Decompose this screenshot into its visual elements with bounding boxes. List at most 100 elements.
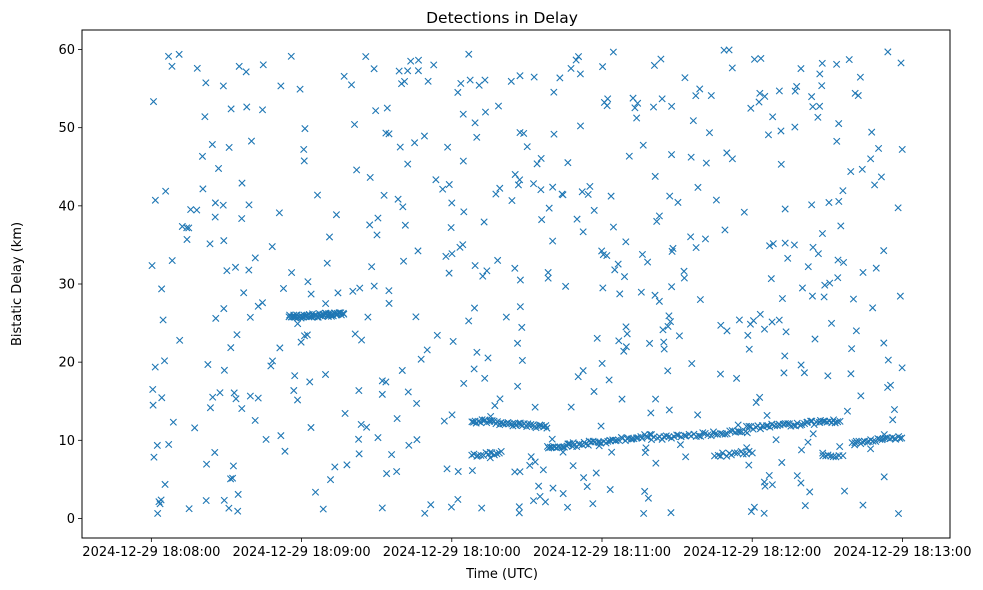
- data-point: [747, 104, 755, 112]
- data-point: [572, 56, 580, 64]
- data-point: [576, 70, 584, 78]
- data-point: [750, 55, 759, 63]
- data-point: [564, 159, 572, 167]
- data-point: [793, 82, 801, 91]
- y-tick-label: 50: [58, 121, 75, 136]
- data-point: [589, 500, 597, 508]
- data-point: [473, 133, 481, 141]
- data-point: [769, 240, 777, 248]
- data-point: [356, 284, 364, 292]
- data-point: [834, 274, 842, 282]
- data-point: [245, 201, 253, 209]
- data-point: [531, 403, 539, 411]
- data-point: [868, 128, 876, 136]
- data-point: [717, 321, 725, 329]
- data-point: [843, 407, 852, 415]
- data-point: [597, 422, 605, 430]
- y-tick-label: 10: [58, 434, 75, 449]
- data-point: [707, 432, 715, 440]
- data-points: [148, 46, 906, 518]
- data-point: [564, 440, 572, 448]
- data-point: [538, 216, 546, 224]
- data-point: [798, 284, 807, 292]
- data-point: [151, 196, 159, 204]
- data-point: [234, 507, 242, 515]
- data-point: [350, 120, 359, 128]
- data-point: [821, 281, 829, 289]
- data-point: [518, 323, 526, 331]
- data-point: [523, 143, 531, 151]
- data-point: [281, 447, 289, 455]
- data-point: [514, 181, 523, 189]
- data-point: [550, 130, 558, 138]
- data-point: [721, 226, 729, 234]
- data-point: [768, 318, 776, 326]
- data-point: [373, 231, 381, 239]
- data-point: [276, 344, 284, 352]
- data-point: [515, 503, 523, 511]
- x-tick-label: 2024-12-29 18:11:00: [533, 545, 671, 560]
- data-point: [583, 482, 591, 491]
- data-point: [728, 155, 737, 163]
- data-point: [814, 250, 822, 258]
- data-point: [666, 318, 675, 326]
- data-point: [576, 440, 584, 448]
- data-point: [393, 467, 401, 476]
- data-point: [225, 504, 233, 512]
- data-point: [549, 484, 557, 492]
- data-point: [486, 454, 494, 462]
- data-point: [326, 476, 335, 484]
- data-point: [149, 385, 157, 394]
- data-point: [165, 440, 173, 449]
- data-point: [515, 509, 523, 517]
- data-point: [149, 401, 157, 409]
- data-point: [569, 462, 577, 470]
- data-point: [622, 343, 630, 351]
- data-point: [622, 238, 630, 246]
- data-point: [653, 434, 662, 442]
- data-point: [474, 417, 483, 425]
- data-point: [766, 242, 774, 250]
- y-tick-label: 40: [58, 199, 75, 214]
- data-point: [721, 430, 729, 438]
- data-point: [745, 422, 753, 430]
- data-point: [412, 313, 420, 321]
- data-point: [238, 214, 246, 223]
- data-point: [537, 186, 545, 194]
- data-point: [364, 313, 372, 321]
- data-point: [769, 113, 777, 121]
- data-point: [404, 160, 412, 168]
- data-point: [470, 304, 479, 312]
- data-point: [176, 336, 184, 344]
- data-point: [608, 448, 616, 456]
- data-point: [537, 154, 545, 163]
- data-point: [258, 106, 267, 114]
- data-point: [808, 201, 816, 209]
- data-point: [694, 411, 702, 419]
- data-point: [209, 393, 217, 401]
- data-point: [625, 152, 633, 160]
- data-point: [756, 310, 764, 318]
- data-point: [696, 85, 704, 93]
- data-point: [355, 450, 363, 458]
- data-point: [808, 417, 816, 425]
- data-point: [531, 458, 539, 466]
- data-point: [638, 250, 647, 258]
- data-point: [880, 473, 888, 481]
- data-point: [884, 356, 892, 364]
- data-point: [839, 187, 847, 195]
- data-point: [804, 438, 812, 446]
- data-point: [680, 267, 688, 275]
- data-point: [178, 222, 186, 231]
- data-point: [219, 201, 227, 209]
- data-point: [493, 450, 501, 458]
- data-point: [898, 434, 906, 442]
- data-point: [158, 394, 166, 402]
- data-point: [782, 328, 790, 336]
- data-point: [300, 157, 308, 165]
- data-point: [658, 95, 666, 103]
- data-point: [277, 432, 285, 440]
- data-point: [818, 229, 827, 238]
- data-point: [229, 474, 237, 482]
- data-point: [863, 438, 871, 446]
